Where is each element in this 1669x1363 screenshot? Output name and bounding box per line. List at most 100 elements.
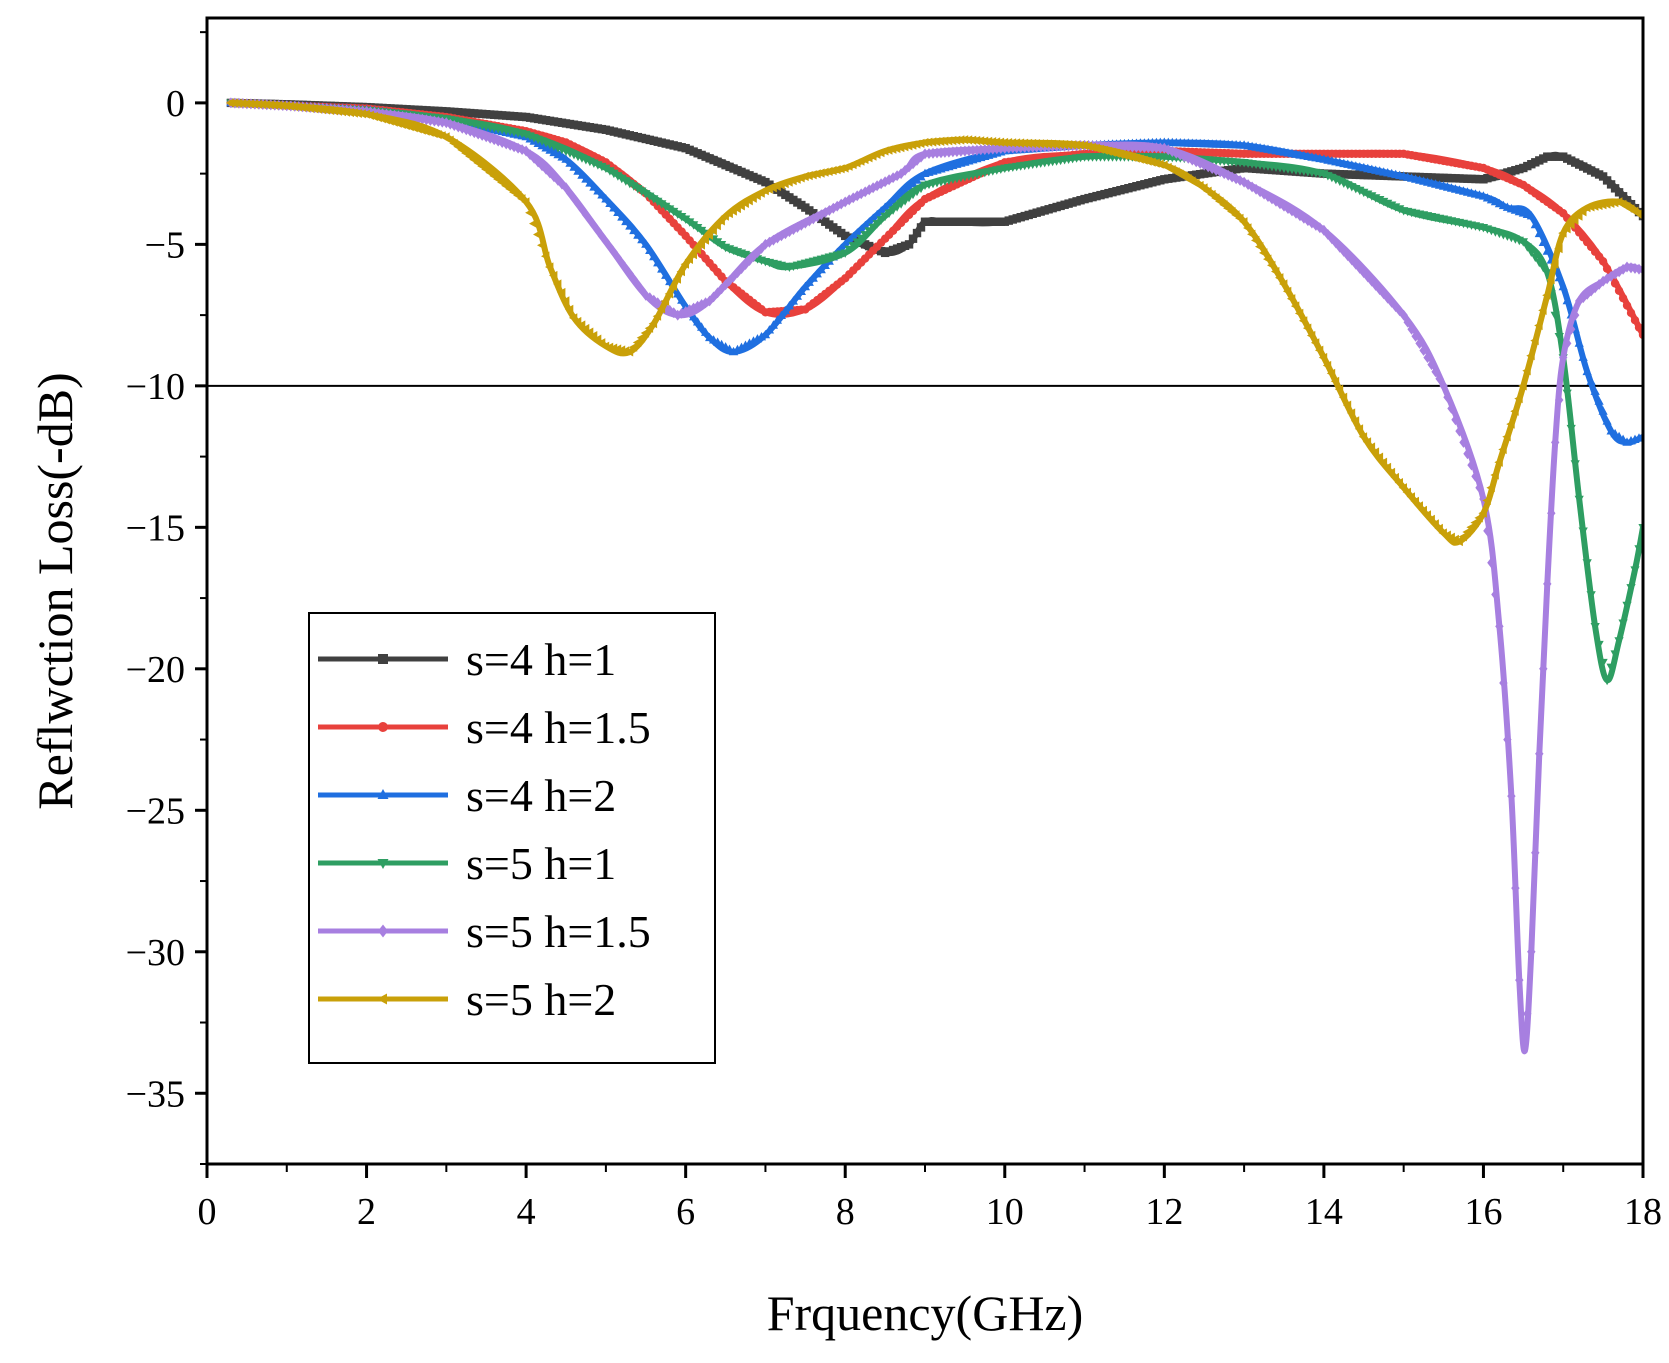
data-point-marker xyxy=(1534,258,1544,268)
data-point-marker xyxy=(1622,601,1632,611)
data-point-marker xyxy=(1363,271,1372,283)
data-point-marker xyxy=(1630,316,1640,325)
data-point-marker xyxy=(637,187,647,196)
data-point-marker xyxy=(1271,266,1280,277)
data-point-marker xyxy=(1243,179,1253,190)
data-point-marker xyxy=(620,346,630,356)
data-point-marker xyxy=(549,171,559,183)
data-point-marker xyxy=(233,98,243,108)
x-tick-label: 12 xyxy=(1145,1191,1183,1233)
data-point-marker xyxy=(1542,269,1552,278)
legend-item: s=4 h=1 xyxy=(318,634,616,685)
data-point-marker xyxy=(1290,301,1300,311)
data-point-marker xyxy=(454,121,463,133)
data-point-marker xyxy=(1598,200,1607,210)
data-point-marker xyxy=(1123,151,1132,161)
data-point-marker xyxy=(1542,246,1552,255)
data-point-marker xyxy=(1151,158,1160,168)
legend-label: s=4 h=2 xyxy=(466,770,616,821)
data-point-marker xyxy=(669,207,679,217)
data-point-marker xyxy=(529,152,539,164)
data-point-marker xyxy=(1023,138,1033,148)
data-point-marker xyxy=(728,346,739,356)
data-point-marker xyxy=(1350,416,1360,426)
data-point-marker xyxy=(1530,219,1540,229)
data-point-marker xyxy=(1467,459,1476,471)
data-point-marker xyxy=(1586,591,1596,600)
data-point-marker xyxy=(1614,286,1624,295)
data-point-marker xyxy=(664,289,674,299)
legend-swatch-marker xyxy=(377,859,389,869)
x-tick-label: 14 xyxy=(1305,1191,1343,1233)
data-point-marker xyxy=(744,338,755,347)
data-point-marker xyxy=(1322,360,1332,371)
data-point-marker xyxy=(681,215,691,224)
data-point-marker xyxy=(1263,191,1273,202)
data-point-marker xyxy=(673,210,683,219)
data-point-marker xyxy=(1019,138,1029,148)
data-point-marker xyxy=(628,342,638,352)
data-point-marker xyxy=(561,296,570,306)
data-point-marker xyxy=(963,135,973,145)
data-point-marker xyxy=(1127,152,1136,162)
data-point-marker xyxy=(309,104,319,114)
data-point-marker xyxy=(1555,394,1564,406)
data-point-marker xyxy=(817,209,826,221)
data-point-marker xyxy=(506,139,515,151)
data-point-marker xyxy=(245,99,255,109)
data-point-marker xyxy=(1294,308,1304,318)
data-point-marker xyxy=(390,109,399,121)
data-point-marker xyxy=(1414,501,1423,511)
data-point-marker xyxy=(983,136,993,146)
data-point-marker xyxy=(931,137,941,147)
data-point-marker xyxy=(608,343,618,353)
data-point-marker xyxy=(1523,1008,1532,1020)
data-point-marker xyxy=(1606,198,1615,208)
data-point-marker xyxy=(693,224,703,233)
data-point-marker xyxy=(1235,175,1245,186)
data-point-marker xyxy=(1578,527,1588,536)
data-point-marker xyxy=(605,241,615,253)
legend-box xyxy=(308,612,716,1064)
data-point-marker xyxy=(1339,246,1348,257)
data-point-marker xyxy=(1247,229,1256,239)
data-point-marker xyxy=(1403,316,1412,328)
data-point-marker xyxy=(955,135,965,145)
data-point-marker xyxy=(1602,199,1611,209)
legend: s=4 h=1 s=4 h=1.5 s=4 h=2 s=5 h=1 s=5 h=1.5 s… xyxy=(308,612,716,1064)
data-point-marker xyxy=(636,333,646,343)
data-point-marker xyxy=(1147,157,1156,167)
data-point-marker xyxy=(896,143,905,153)
data-point-marker xyxy=(640,328,650,338)
legend-label: s=4 h=1.5 xyxy=(466,702,651,753)
data-point-marker xyxy=(1131,153,1140,163)
data-point-marker xyxy=(1216,166,1225,178)
legend-swatch-marker xyxy=(378,722,388,732)
data-point-marker xyxy=(829,202,838,214)
data-point-marker xyxy=(645,192,655,201)
data-point-marker xyxy=(229,98,239,108)
data-point-marker xyxy=(1507,790,1516,802)
x-tick-label: 10 xyxy=(986,1191,1024,1233)
data-point-marker xyxy=(237,98,247,109)
data-point-marker xyxy=(904,240,914,249)
data-point-marker xyxy=(665,205,675,214)
data-point-marker xyxy=(1315,222,1325,234)
data-point-marker xyxy=(577,170,587,179)
data-point-marker xyxy=(1071,140,1080,150)
data-point-marker xyxy=(1338,392,1348,402)
data-point-marker xyxy=(813,211,822,223)
data-point-marker xyxy=(502,138,511,150)
data-point-marker xyxy=(900,142,909,152)
data-point-marker xyxy=(1251,235,1260,245)
data-point-marker xyxy=(1143,156,1152,166)
data-point-marker xyxy=(777,230,786,242)
data-point-marker xyxy=(1119,150,1128,160)
data-point-marker xyxy=(1559,352,1568,363)
y-tick-label: −10 xyxy=(126,366,185,408)
data-point-marker xyxy=(1212,164,1221,176)
data-point-marker xyxy=(1259,248,1268,258)
data-point-marker xyxy=(1562,389,1572,398)
data-point-marker xyxy=(1095,144,1104,154)
legend-swatch-marker xyxy=(377,993,387,1005)
